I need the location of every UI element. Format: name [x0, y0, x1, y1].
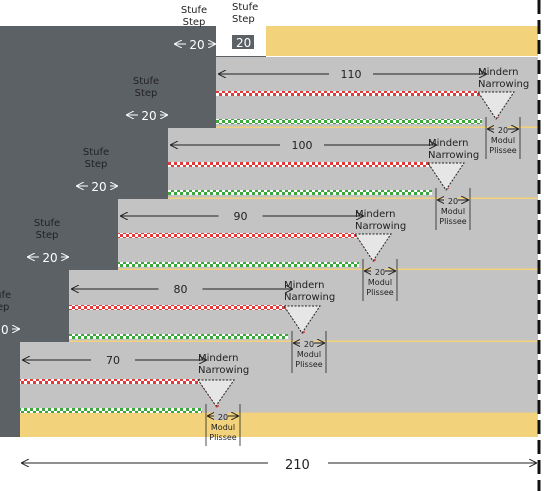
- step-dim-mask: [88, 179, 110, 193]
- width-dim-mask: [329, 66, 373, 82]
- row-4: 80 MindernNarrowing20ModulPlisseeStufeSte…: [28, 218, 335, 373]
- step-dim-value: 20: [189, 38, 204, 52]
- module-dim-value: 20: [448, 197, 458, 206]
- width-dim-mask: [280, 137, 324, 153]
- module-dim-mask: [494, 123, 508, 133]
- step-label: Step: [0, 302, 9, 313]
- stufe-label: Stufe: [133, 76, 159, 87]
- narrowing-label: Narrowing: [478, 79, 529, 90]
- step-dim-mask: [0, 322, 12, 336]
- plissee-label: Plissee: [439, 217, 467, 226]
- plissee-label: Plissee: [209, 433, 237, 442]
- top-step-label-stufe: Stufe: [232, 2, 258, 13]
- green-checkered-line: [168, 190, 432, 195]
- modul-label: Modul: [491, 136, 515, 145]
- step-label: Step: [85, 159, 108, 170]
- top-step-dim-value: 20: [236, 36, 251, 50]
- width-dim-value: 70: [106, 354, 120, 367]
- row-5: 70MindernNarrowing20ModulPlisseeStufeSte…: [0, 290, 249, 446]
- step-dim-value: 20: [91, 180, 106, 194]
- rows: 110 MindernNarrowing20ModulPlisseeStufeSt…: [0, 5, 529, 446]
- mindern-label: Mindern: [198, 353, 239, 364]
- module-dim-mask: [214, 410, 228, 420]
- mindern-label: Mindern: [478, 67, 519, 78]
- narrowing-triangle: [354, 233, 392, 262]
- width-dim-value: 90: [234, 210, 248, 223]
- green-checkered-line: [118, 262, 359, 267]
- narrowing-triangle: [427, 162, 465, 191]
- stufe-label: Stufe: [0, 290, 11, 301]
- red-checkered-line: [20, 379, 200, 384]
- narrowing-triangle: [197, 379, 235, 407]
- width-dim-mask: [158, 281, 203, 297]
- step-dim-value: 20: [0, 323, 9, 337]
- total-width-value: 210: [285, 458, 310, 473]
- step-dim-mask: [138, 108, 160, 122]
- mindern-label: Mindern: [284, 280, 325, 291]
- step-label: Step: [135, 88, 158, 99]
- module-dim-mask: [300, 337, 314, 347]
- row-2: 100 MindernNarrowing20ModulPlisseeStufeSt…: [127, 76, 479, 230]
- narrowing-label: Narrowing: [198, 365, 249, 376]
- width-dim-value: 80: [174, 283, 188, 296]
- width-dim-mask: [218, 208, 263, 224]
- module-dim-value: 20: [375, 268, 385, 277]
- green-checkered-line: [216, 119, 482, 124]
- plissee-label: Plissee: [366, 288, 394, 297]
- module-dim-value: 20: [218, 413, 228, 422]
- stepped-wall: [0, 26, 266, 437]
- module-dim-value: 20: [498, 126, 508, 135]
- modul-label: Modul: [297, 350, 321, 359]
- narrowing-triangle: [477, 91, 515, 120]
- module-dim-value: 20: [304, 340, 314, 349]
- step-label: Step: [36, 230, 59, 241]
- plissee-label: Plissee: [295, 360, 323, 369]
- mindern-label: Mindern: [355, 209, 396, 220]
- width-dim-value: 100: [292, 139, 313, 152]
- module-dim-mask: [444, 194, 458, 204]
- modul-label: Modul: [441, 207, 465, 216]
- mindern-label: Mindern: [428, 138, 469, 149]
- narrowing-label: Narrowing: [428, 150, 479, 161]
- stufe-label: Stufe: [83, 147, 109, 158]
- plissee-label: Plissee: [489, 146, 517, 155]
- red-checkered-line: [118, 233, 357, 238]
- narrowing-label: Narrowing: [284, 292, 335, 303]
- red-checkered-line: [216, 91, 480, 96]
- top-yellow-strip: [266, 26, 538, 56]
- green-checkered-line: [69, 334, 288, 339]
- stufe-label: Stufe: [34, 218, 60, 229]
- row-1: 110 MindernNarrowing20ModulPlisseeStufeSt…: [175, 5, 529, 159]
- stufe-label: Stufe: [181, 5, 207, 16]
- red-checkered-line: [168, 162, 430, 167]
- narrowing-triangle: [283, 305, 321, 334]
- row-3: 90 MindernNarrowing20ModulPlisseeStufeSte…: [77, 147, 406, 301]
- width-dim-value: 110: [341, 68, 362, 81]
- red-checkered-line: [69, 305, 286, 310]
- modul-label: Modul: [211, 423, 235, 432]
- step-label: Step: [183, 17, 206, 28]
- step-dim-mask: [186, 37, 208, 51]
- modul-label: Modul: [368, 278, 392, 287]
- top-step-label-step: Step: [232, 14, 255, 25]
- step-dim-value: 20: [141, 109, 156, 123]
- green-checkered-line: [20, 408, 202, 413]
- step-dim-value: 20: [42, 251, 57, 265]
- module-dim-mask: [371, 265, 385, 275]
- bottom-yellow-strip: [20, 414, 538, 437]
- width-dim-mask: [91, 352, 135, 368]
- step-dim-mask: [39, 250, 61, 264]
- narrowing-label: Narrowing: [355, 221, 406, 232]
